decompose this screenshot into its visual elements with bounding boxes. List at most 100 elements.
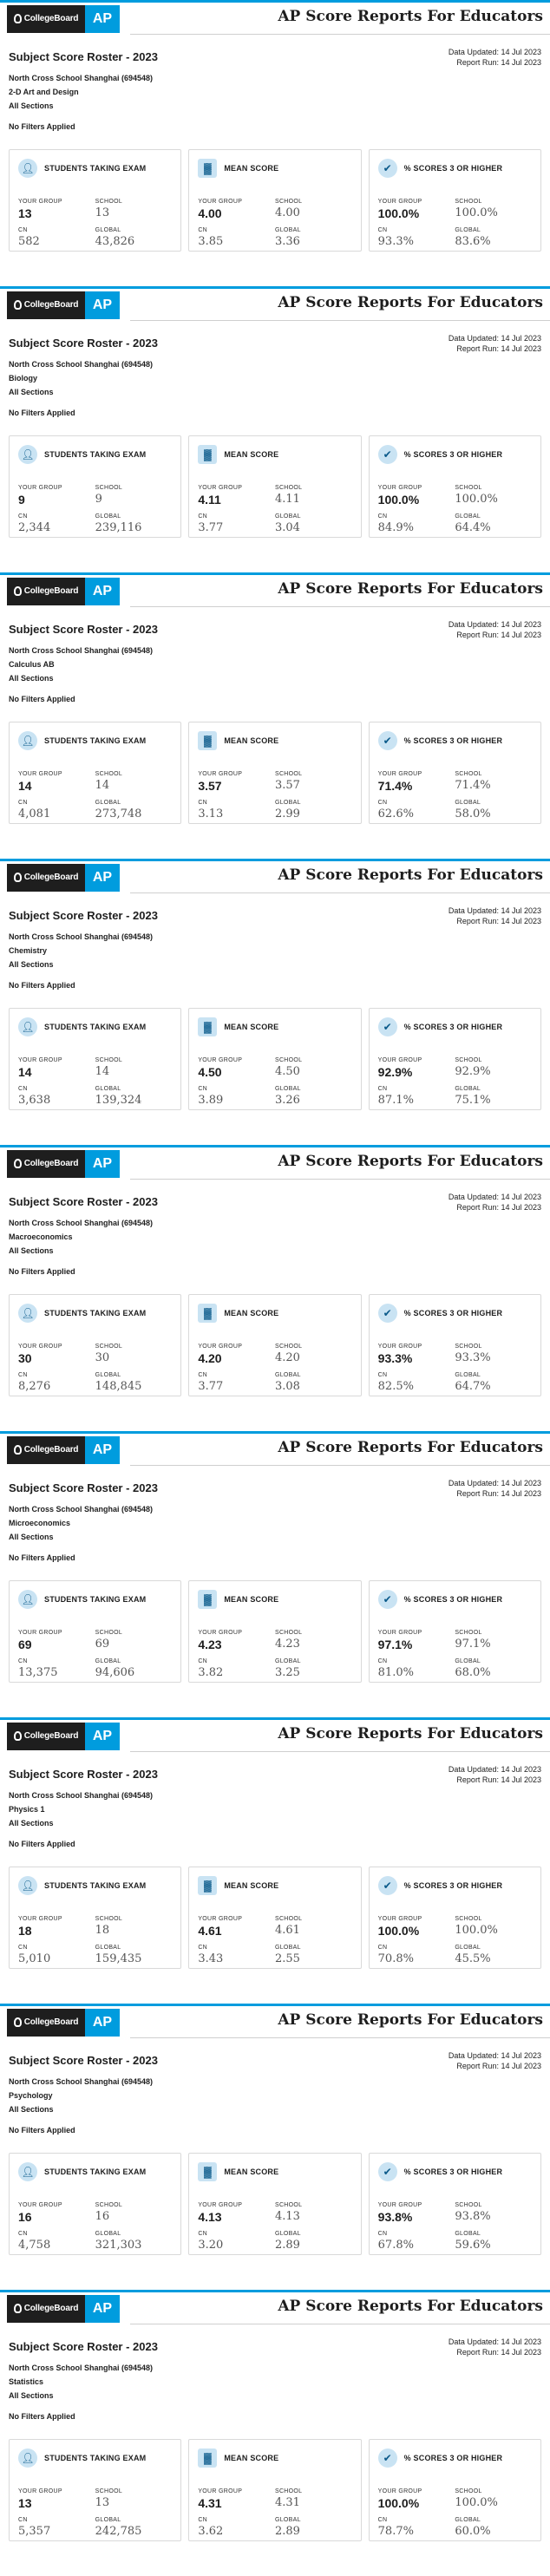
stat-value: 242,785 — [95, 2525, 142, 2538]
stat-label: GLOBAL — [274, 1086, 301, 1092]
data-updated: Data Updated: 14 Jul 2023 — [448, 906, 541, 915]
stat-label: SCHOOL — [274, 485, 303, 491]
stat-value: 16 — [18, 2210, 32, 2224]
stat-value: 4.00 — [274, 206, 300, 219]
mean-school: SCHOOL 3.57 — [275, 771, 352, 793]
acorn-icon — [13, 1159, 22, 1168]
banner-title: AP Score Reports For Educators — [278, 2298, 543, 2315]
stat-value: 82.5% — [377, 1380, 414, 1393]
report-dates: Data Updated: 14 Jul 2023 Report Run: 14… — [449, 1764, 541, 1785]
stat-label: CN — [18, 513, 28, 520]
stat-cards: 👤︎ STUDENTS TAKING EXAM YOUR GROUP 16 SCH… — [0, 2128, 550, 2255]
stat-value: 100.0% — [377, 206, 420, 220]
report-run: Report Run: 14 Jul 2023 — [456, 2348, 541, 2357]
stat-value: 5,357 — [18, 2525, 51, 2538]
stat-value: 4.50 — [198, 1065, 222, 1079]
stat-value: 3.26 — [274, 1094, 300, 1107]
pct-your-group: YOUR GROUP 100.0% — [378, 485, 455, 507]
score-report: CollegeBoard AP AP Score Reports For Edu… — [0, 2290, 550, 2576]
stat-value: 2.89 — [274, 2239, 300, 2252]
report-banner: CollegeBoard AP AP Score Reports For Edu… — [0, 1145, 550, 1180]
stat-label: YOUR GROUP — [198, 2488, 243, 2494]
banner-title: AP Score Reports For Educators — [278, 294, 543, 311]
stat-label: CN — [377, 800, 388, 806]
stat-label: GLOBAL — [274, 1372, 301, 1378]
stat-value: 68.0% — [455, 1666, 491, 1679]
chart-icon: ▓ — [198, 1876, 218, 1895]
stat-label: YOUR GROUP — [377, 1916, 422, 1922]
pct-cn: CN 62.6% — [378, 800, 455, 821]
filters-label: No Filters Applied — [9, 2126, 75, 2135]
stat-value: 2,344 — [18, 521, 51, 534]
stat-label: CN — [198, 800, 208, 806]
stat-label: CN — [377, 2517, 388, 2523]
check-icon: ✔ — [377, 1876, 397, 1895]
banner-divider — [130, 892, 550, 893]
students-card: 👤︎ STUDENTS TAKING EXAM YOUR GROUP 69 SCH… — [9, 1580, 182, 1683]
stat-value: 4.11 — [274, 493, 300, 506]
stat-value: 18 — [18, 1924, 32, 1938]
mean-your-group: YOUR GROUP 4.50 — [198, 1057, 275, 1079]
score-report: CollegeBoard AP AP Score Reports For Edu… — [0, 2004, 550, 2290]
pct-your-group: YOUR GROUP 92.9% — [378, 1057, 455, 1079]
sections-label: All Sections — [9, 1246, 54, 1255]
stat-value: 93.8% — [455, 2210, 491, 2223]
subject-name: Statistics — [9, 2377, 44, 2386]
report-info: Subject Score Roster - 2023 North Cross … — [0, 321, 550, 417]
stat-value: 60.0% — [455, 2525, 491, 2538]
stat-label: YOUR GROUP — [18, 771, 62, 777]
chart-icon: ▓ — [198, 159, 218, 178]
banner-divider — [130, 1465, 550, 1466]
roster-title: Subject Score Roster - 2023 — [9, 909, 158, 922]
mean-card-title: MEAN SCORE — [224, 1309, 279, 1317]
students-card-title: STUDENTS TAKING EXAM — [44, 164, 147, 173]
pct-your-group: YOUR GROUP 100.0% — [378, 199, 455, 220]
report-run: Report Run: 14 Jul 2023 — [456, 631, 541, 639]
collegeboard-logo-text: CollegeBoard — [23, 1731, 79, 1741]
mean-card-header: ▓ MEAN SCORE — [198, 729, 351, 752]
report-banner: CollegeBoard AP AP Score Reports For Edu… — [0, 1431, 550, 1466]
stat-value: 5,010 — [18, 1952, 51, 1965]
report-banner: CollegeBoard AP AP Score Reports For Edu… — [0, 2004, 550, 2038]
collegeboard-logo: CollegeBoard — [7, 291, 85, 319]
pct-global: GLOBAL 64.7% — [455, 1372, 532, 1393]
report-run: Report Run: 14 Jul 2023 — [456, 2062, 541, 2070]
report-dates: Data Updated: 14 Jul 2023 Report Run: 14… — [449, 47, 541, 68]
students-your-group: YOUR GROUP 13 — [18, 2488, 95, 2510]
pct-card: ✔ % SCORES 3 OR HIGHER YOUR GROUP 100.0% … — [368, 149, 541, 252]
students-your-group: YOUR GROUP 30 — [18, 1344, 95, 1365]
stat-label: YOUR GROUP — [18, 1057, 62, 1063]
report-banner: CollegeBoard AP AP Score Reports For Edu… — [0, 572, 550, 607]
banner-divider — [130, 34, 550, 35]
students-school: SCHOOL 69 — [95, 1630, 173, 1651]
subject-name: Chemistry — [9, 946, 48, 955]
sections-label: All Sections — [9, 388, 54, 396]
stat-label: GLOBAL — [455, 1945, 481, 1951]
pct-card: ✔ % SCORES 3 OR HIGHER YOUR GROUP 92.9% S… — [368, 1008, 541, 1110]
students-your-group: YOUR GROUP 14 — [18, 1057, 95, 1079]
students-card: 👤︎ STUDENTS TAKING EXAM YOUR GROUP 13 SCH… — [9, 2439, 182, 2541]
mean-stats: YOUR GROUP 4.13 SCHOOL 4.13 CN 3.20 GLOBAL 2… — [198, 2202, 351, 2252]
mean-your-group: YOUR GROUP 4.61 — [198, 1916, 275, 1938]
stat-label: GLOBAL — [274, 227, 301, 233]
stat-label: YOUR GROUP — [198, 2202, 243, 2208]
filters-label: No Filters Applied — [9, 122, 75, 131]
sections-label: All Sections — [9, 674, 54, 683]
stat-label: CN — [18, 1086, 28, 1092]
user-icon: 👤︎ — [18, 1017, 37, 1036]
stat-label: GLOBAL — [455, 800, 481, 806]
pct-stats: YOUR GROUP 93.8% SCHOOL 93.8% CN 67.8% GLOB… — [378, 2202, 532, 2252]
pct-school: SCHOOL 100.0% — [455, 485, 532, 507]
mean-cn: CN 3.13 — [198, 800, 275, 821]
mean-cn: CN 3.85 — [198, 227, 275, 248]
roster-title: Subject Score Roster - 2023 — [9, 2340, 158, 2353]
pct-your-group: YOUR GROUP 100.0% — [378, 2488, 455, 2510]
filters-label: No Filters Applied — [9, 981, 75, 990]
students-stats: YOUR GROUP 9 SCHOOL 9 CN 2,344 GLOBAL 239,11… — [18, 485, 172, 534]
mean-card: ▓ MEAN SCORE YOUR GROUP 4.11 SCHOOL 4.11 C… — [188, 435, 362, 538]
students-card-header: 👤︎ STUDENTS TAKING EXAM — [18, 157, 172, 180]
stat-label: CN — [198, 1658, 208, 1664]
collegeboard-logo-text: CollegeBoard — [23, 873, 79, 882]
stat-value: 67.8% — [377, 2239, 414, 2252]
mean-card-header: ▓ MEAN SCORE — [198, 1588, 351, 1611]
